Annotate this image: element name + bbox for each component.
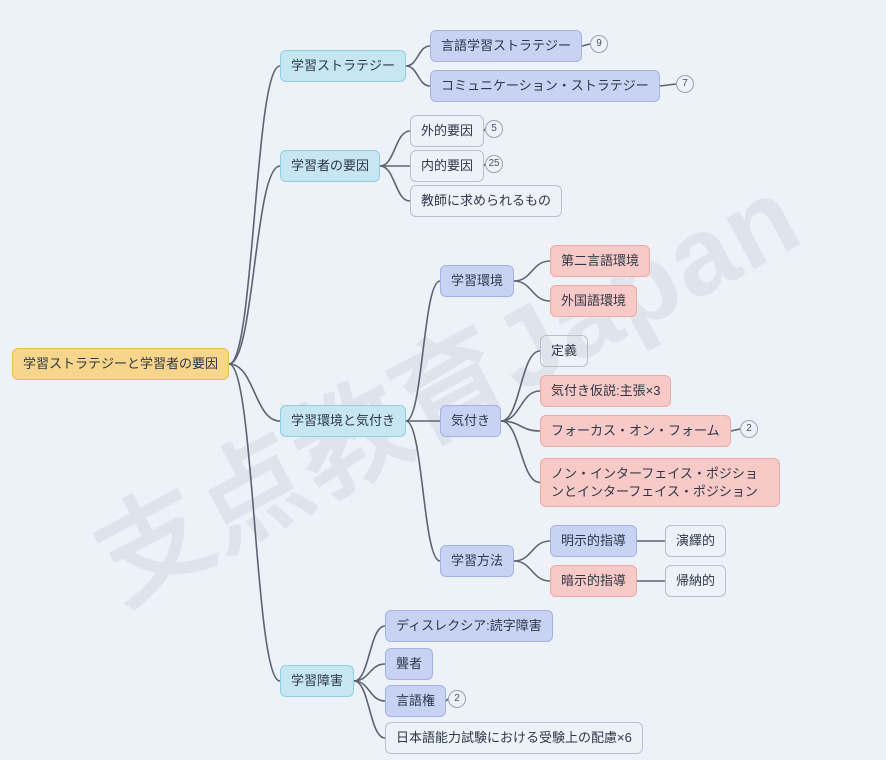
- node-dyslexia[interactable]: ディスレクシア:読字障害: [385, 610, 553, 642]
- node-internal-factors[interactable]: 内的要因: [410, 150, 484, 182]
- node-noticing-hypothesis[interactable]: 気付き仮説:主張×3: [540, 375, 671, 407]
- node-second-lang-env[interactable]: 第二言語環境: [550, 245, 650, 277]
- node-explicit-instruction[interactable]: 明示的指導: [550, 525, 637, 557]
- node-learning-methods[interactable]: 学習方法: [440, 545, 514, 577]
- branch-environment-noticing[interactable]: 学習環境と気付き: [280, 405, 406, 437]
- node-definition[interactable]: 定義: [540, 335, 588, 367]
- node-learning-environment[interactable]: 学習環境: [440, 265, 514, 297]
- node-interface-position[interactable]: ノン・インターフェイス・ポジションとインターフェイス・ポジション: [540, 458, 780, 507]
- node-foreign-lang-env[interactable]: 外国語環境: [550, 285, 637, 317]
- badge-count: 5: [485, 120, 503, 138]
- branch-strategies[interactable]: 学習ストラテジー: [280, 50, 406, 82]
- node-deductive[interactable]: 演繹的: [665, 525, 726, 557]
- branch-learner-factors[interactable]: 学習者の要因: [280, 150, 380, 182]
- node-language-rights[interactable]: 言語権: [385, 685, 446, 717]
- node-communication-strategy[interactable]: コミュニケーション・ストラテジー: [430, 70, 660, 102]
- connectors: [0, 0, 886, 760]
- node-noticing[interactable]: 気付き: [440, 405, 501, 437]
- badge-count: 7: [676, 75, 694, 93]
- badge-count: 25: [485, 155, 503, 173]
- badge-count: 9: [590, 35, 608, 53]
- node-external-factors[interactable]: 外的要因: [410, 115, 484, 147]
- node-focus-on-form[interactable]: フォーカス・オン・フォーム: [540, 415, 731, 447]
- root-node[interactable]: 学習ストラテジーと学習者の要因: [12, 348, 229, 380]
- node-teacher-requirements[interactable]: 教師に求められるもの: [410, 185, 562, 217]
- node-language-learning-strategy[interactable]: 言語学習ストラテジー: [430, 30, 582, 62]
- node-jlpt-considerations[interactable]: 日本語能力試験における受験上の配慮×6: [385, 722, 643, 754]
- node-deaf[interactable]: 聾者: [385, 648, 433, 680]
- node-implicit-instruction[interactable]: 暗示的指導: [550, 565, 637, 597]
- badge-count: 2: [740, 420, 758, 438]
- badge-count: 2: [448, 690, 466, 708]
- node-inductive[interactable]: 帰納的: [665, 565, 726, 597]
- branch-learning-disabilities[interactable]: 学習障害: [280, 665, 354, 697]
